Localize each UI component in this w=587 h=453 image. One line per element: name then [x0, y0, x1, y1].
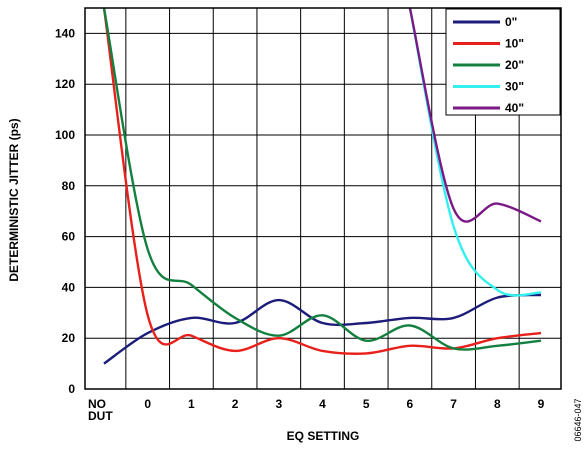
- x-tick-label: 1: [188, 397, 195, 411]
- x-tick-label: 4: [319, 397, 326, 411]
- legend-label: 20": [505, 58, 524, 72]
- y-tick-label: 140: [55, 26, 75, 40]
- y-axis-title: DETERMINISTIC JITTER (ps): [7, 118, 21, 281]
- x-tick-label: 7: [450, 397, 457, 411]
- x-tick-label: 9: [538, 397, 545, 411]
- x-tick-label: NO DUT: [88, 397, 113, 423]
- x-tick-label: 2: [232, 397, 239, 411]
- y-tick-label: 20: [62, 331, 76, 345]
- legend-label: 0": [505, 15, 517, 29]
- figure-id: 06646-047: [573, 398, 583, 441]
- y-axis-ticks: 0 20 40 60 80 100 120 140: [55, 26, 75, 396]
- x-tick-label: 8: [494, 397, 501, 411]
- y-tick-label: 80: [62, 179, 76, 193]
- x-axis-ticks: NO DUT 0 1 2 3 4 5 6 7 8 9: [88, 397, 545, 423]
- x-tick-label: 5: [363, 397, 370, 411]
- legend-label: 30": [505, 80, 524, 94]
- x-tick-label: 6: [407, 397, 414, 411]
- series-line-2: [102, 8, 542, 351]
- legend: 0" 10" 20" 30" 40": [445, 8, 561, 116]
- y-tick-label: 100: [55, 128, 75, 142]
- y-tick-label: 40: [62, 280, 76, 294]
- legend-box: [445, 8, 561, 116]
- legend-label: 40": [505, 101, 524, 115]
- y-tick-label: 0: [68, 382, 75, 396]
- series-line-4: [408, 8, 542, 223]
- series-line-0: [103, 293, 542, 365]
- plot-frame: [84, 7, 562, 390]
- series-layer: [102, 8, 542, 365]
- x-tick-label: 0: [144, 397, 151, 411]
- x-tick-label: 3: [275, 397, 282, 411]
- x-axis-title: EQ SETTING: [287, 429, 360, 443]
- y-tick-label: 60: [62, 230, 76, 244]
- legend-label: 10": [505, 37, 524, 51]
- y-tick-label: 120: [55, 77, 75, 91]
